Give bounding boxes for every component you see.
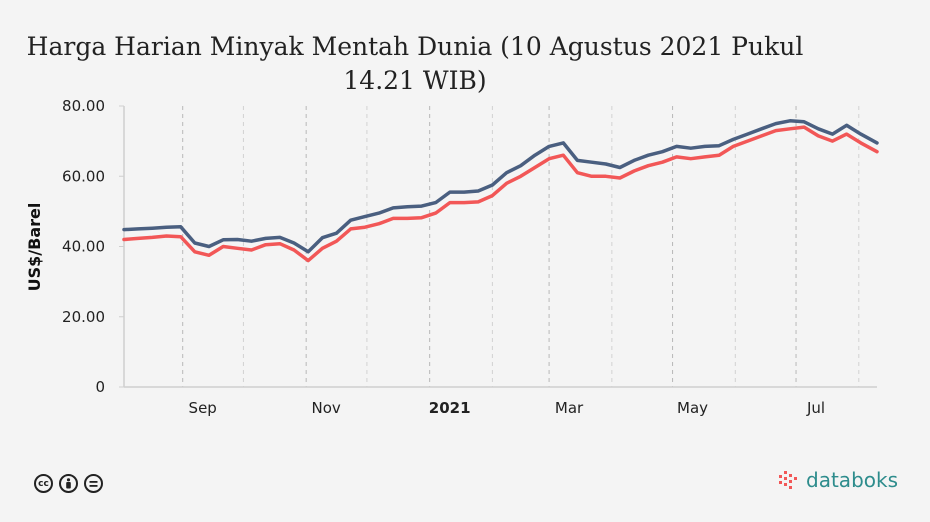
cc-icon: cc [34,474,53,493]
brand-name: databoks [806,468,898,492]
x-tick-label: Mar [555,399,584,417]
y-tick-labels: 0 20.00 40.00 60.00 80.00 [62,97,124,396]
x-tick-label: Sep [189,399,217,417]
license-icons: cc [34,474,103,493]
x-tick-label: 2021 [429,399,471,417]
chart-title: Harga Harian Minyak Mentah Dunia (10 Agu… [26,32,804,95]
x-tick-labels: Sep Nov 2021 Mar May Jul [189,399,826,417]
x-tick-label: Jul [806,399,825,417]
series-line [122,125,879,263]
gridlines [182,106,860,387]
x-tick-label: Nov [312,399,341,417]
series-line [122,119,879,254]
brand: databoks [778,468,898,492]
y-tick-label: 20.00 [62,308,105,326]
databoks-logo-icon [779,471,798,489]
nd-icon [84,474,103,493]
x-tick-label: May [677,399,708,417]
y-tick-label: 40.00 [62,238,105,256]
y-tick-label: 80.00 [62,97,105,115]
series-lines [122,119,879,263]
y-tick-label: 60.00 [62,167,105,185]
y-axis-label: US$/Barel [25,203,44,292]
by-icon [59,474,78,493]
y-tick-label: 0 [95,378,105,396]
line-chart: 0 20.00 40.00 60.00 80.00 Sep Nov 2021 Mar May Ju… [25,97,879,417]
